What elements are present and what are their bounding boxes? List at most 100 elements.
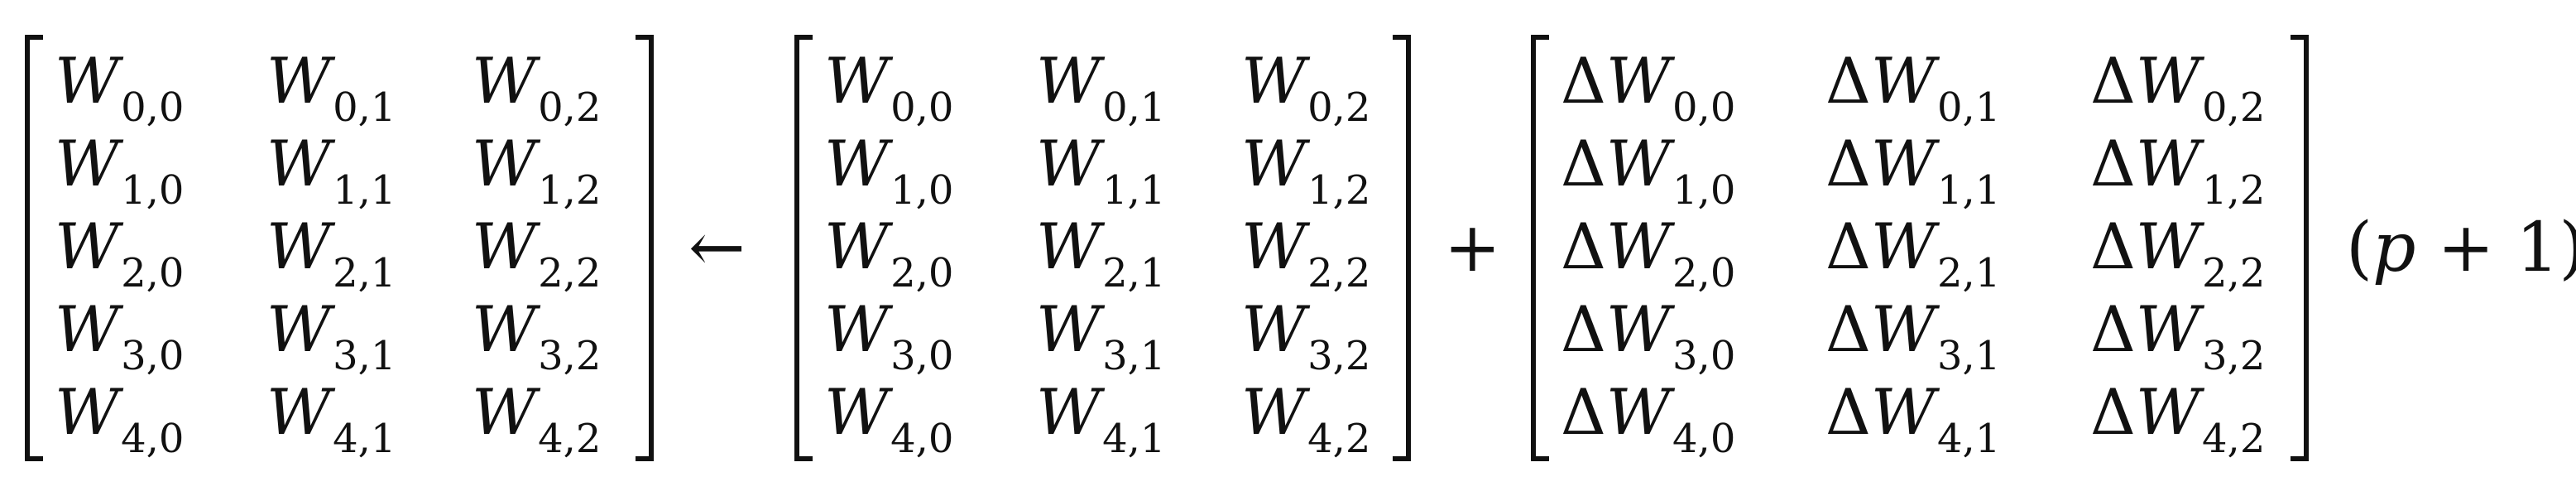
left-bracket [25,35,43,461]
entry-variable: W [1605,209,1672,283]
matrix-row: W1,0 W1,1 W1,2 [25,123,654,214]
entry-subscript: 4,0 [121,416,185,462]
entry-variable: W [1870,44,1936,118]
entry-subscript: 2,1 [1102,250,1166,296]
entry-variable: W [2135,127,2201,200]
entry-subscript: 2,2 [538,250,602,296]
delta-symbol: Δ [1825,44,1871,118]
entry-variable: W [824,209,890,283]
matrix-entry: W1,0 [824,123,953,214]
delta-symbol: Δ [2090,292,2136,366]
right-bracket [2291,35,2309,461]
delta-symbol: Δ [1561,209,1606,283]
matrix-entry: ΔW2,2 [2090,205,2265,296]
matrix-entry: W1,0 [55,123,184,214]
entry-subscript: 4,2 [538,416,602,462]
plus-symbol: + [1444,209,1501,287]
entry-subscript: 0,2 [1307,84,1371,131]
entry-variable: W [2135,44,2201,118]
matrix-entry: W3,0 [824,288,953,379]
matrix-entry: W2,0 [824,205,953,296]
left-bracket [794,35,813,461]
matrix-entry: W1,2 [472,123,601,214]
entry-variable: W [2135,292,2201,366]
entry-subscript: 1,0 [1672,167,1736,214]
matrix-row: W2,0 W2,1 W2,2 [794,205,1411,296]
entry-subscript: 3,1 [1937,333,2001,379]
delta-symbol: Δ [1561,127,1606,200]
matrix-entry: W3,1 [1036,288,1165,379]
matrix-entry: ΔW3,1 [1825,288,2000,379]
matrix-entry: W2,1 [266,205,396,296]
delta-symbol: Δ [2090,209,2136,283]
entry-subscript: 2,0 [890,250,954,296]
entry-subscript: 2,2 [2202,250,2266,296]
entry-subscript: 3,2 [2202,333,2266,379]
entry-variable: W [266,209,332,283]
entry-subscript: 2,1 [333,250,396,296]
entry-subscript: 2,1 [1937,250,2001,296]
entry-subscript: 1,2 [1307,167,1371,214]
matrix-entry: W1,1 [266,123,396,214]
entry-variable: W [1036,292,1101,366]
entry-variable: W [1036,375,1101,449]
entry-subscript: 3,0 [890,333,954,379]
entry-variable: W [55,209,120,283]
matrix-entry: ΔW2,0 [1561,205,1735,296]
delta-matrix: ΔW0,0 ΔW0,1 ΔW0,2 ΔW1,0 ΔW1,1 ΔW1,2 ΔW2,0 ΔW2,1… [1531,35,2309,462]
matrix-entry: W4,0 [55,371,184,462]
matrix-entry: ΔW3,0 [1561,288,1735,379]
right-bracket [636,35,654,461]
entry-variable: W [824,127,890,200]
entry-variable: W [1870,375,1936,449]
matrix-entry: W2,0 [55,205,184,296]
left-bracket [1531,35,1549,461]
delta-symbol: Δ [1825,375,1871,449]
entry-variable: W [266,375,332,449]
matrix-entry: ΔW4,0 [1561,371,1735,462]
matrix-row: W3,0 W3,1 W3,2 [25,288,654,379]
entry-variable: W [472,209,537,283]
matrix-entry: ΔW0,1 [1825,40,2000,131]
entry-subscript: 0,1 [333,84,396,131]
matrix-entry: ΔW1,1 [1825,123,2000,214]
entry-subscript: 3,1 [333,333,396,379]
matrix-entry: W3,1 [266,288,396,379]
entry-subscript: 0,0 [121,84,185,131]
entry-variable: W [1605,292,1672,366]
entry-subscript: 2,0 [121,250,185,296]
entry-variable: W [1605,127,1672,200]
matrix-entry: W3,0 [55,288,184,379]
matrix-row: ΔW3,0 ΔW3,1 ΔW3,2 [1531,288,2309,379]
matrix-entry: W2,2 [1241,205,1370,296]
matrix-row: W4,0 W4,1 W4,2 [25,371,654,462]
entry-variable: W [1870,292,1936,366]
matrix-entry: W4,1 [1036,371,1165,462]
entry-variable: W [266,292,332,366]
entry-subscript: 3,1 [1102,333,1166,379]
entry-variable: W [824,44,890,118]
matrix-entry: ΔW4,1 [1825,371,2000,462]
entry-subscript: 4,2 [2202,416,2266,462]
matrix-row: W0,0 W0,1 W0,2 [25,40,654,131]
delta-symbol: Δ [1825,209,1871,283]
delta-symbol: Δ [1561,375,1606,449]
entry-subscript: 1,2 [538,167,602,214]
factor-number: 1 [2516,209,2559,287]
right-bracket [1393,35,1411,461]
matrix-entry: ΔW4,2 [2090,371,2265,462]
entry-variable: W [472,44,537,118]
open-paren: ( [2346,209,2372,287]
matrix-entry: W2,1 [1036,205,1165,296]
entry-variable: W [55,292,120,366]
entry-variable: W [55,127,120,200]
matrix-entry: ΔW1,0 [1561,123,1735,214]
entry-variable: W [1036,44,1101,118]
matrix-entry: W4,2 [472,371,601,462]
entry-variable: W [1241,375,1307,449]
matrix-row: ΔW2,0 ΔW2,1 ΔW2,2 [1531,205,2309,296]
entry-variable: W [1870,127,1936,200]
entry-variable: W [1241,209,1307,283]
entry-subscript: 1,0 [890,167,954,214]
matrix-row: W4,0 W4,1 W4,2 [794,371,1411,462]
